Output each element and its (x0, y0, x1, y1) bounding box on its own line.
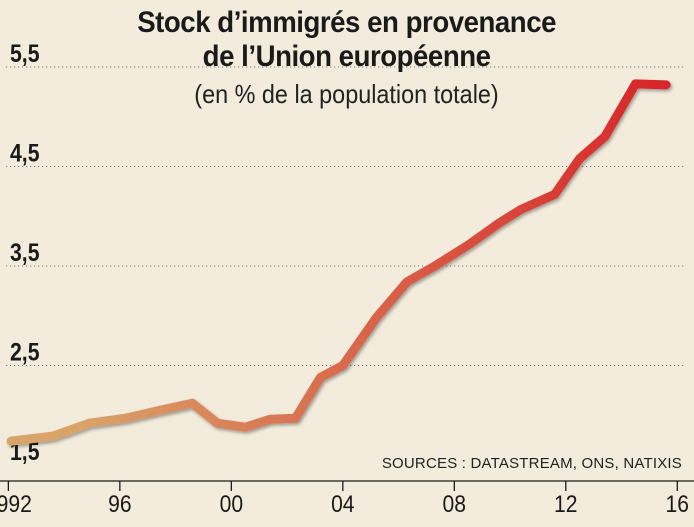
x-tick-label: 08 (443, 491, 466, 518)
chart-subtitle: (en % de la population totale) (194, 79, 499, 109)
x-tick-label: 00 (220, 491, 243, 518)
y-tick-label: 4,5 (10, 139, 40, 167)
x-axis: 1992 96 00 04 08 12 16 (0, 480, 694, 518)
series-line-path (6, 79, 671, 446)
grid-lines (6, 66, 686, 366)
y-tick-label: 5,5 (10, 39, 40, 67)
y-tick-label: 3,5 (10, 238, 40, 266)
x-tick-label: 04 (331, 491, 354, 518)
chart-title-line-2: de l’Union européenne (202, 40, 491, 73)
y-axis: 1,52,53,54,55,5 (10, 39, 40, 465)
series-line (6, 79, 671, 446)
x-tick-label: 96 (108, 491, 131, 518)
x-tick-label: 12 (554, 491, 577, 518)
x-tick-label: 16 (666, 491, 689, 518)
y-tick-label: 2,5 (10, 338, 40, 366)
source-note: SOURCES : DATASTREAM, ONS, NATIXIS (381, 455, 682, 472)
chart-title-line-1: Stock d’immigrés en provenance (137, 6, 556, 39)
x-tick-label: 1992 (0, 491, 32, 518)
